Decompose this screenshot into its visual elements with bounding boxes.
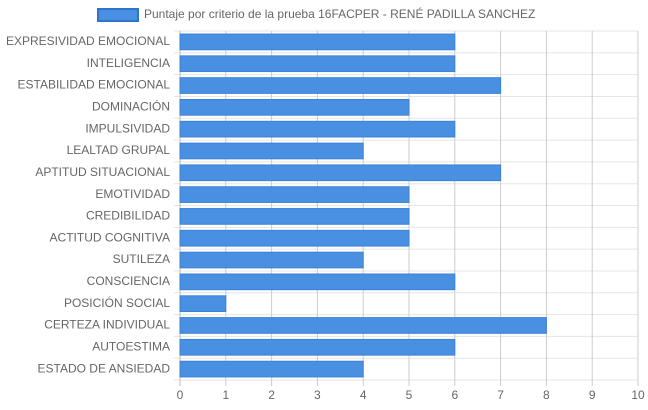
x-tick-label: 5 <box>406 388 413 402</box>
bar <box>179 360 364 378</box>
legend-label: Puntaje por criterio de la prueba 16FACP… <box>144 6 535 21</box>
bar <box>179 120 456 138</box>
bar <box>179 33 456 51</box>
y-tick-label: AUTOESTIMA <box>92 339 170 353</box>
x-tick-label: 0 <box>177 388 184 402</box>
y-tick-label: POSICIÓN SOCIAL <box>64 295 170 310</box>
x-tick-label: 8 <box>543 388 550 402</box>
y-tick-label: LEALTAD GRUPAL <box>67 143 171 157</box>
x-tick-label: 10 <box>631 388 645 402</box>
bar <box>179 186 410 203</box>
bar <box>179 77 502 94</box>
y-tick-label: ACTITUD COGNITIVA <box>50 230 170 244</box>
y-tick-label: SUTILEZA <box>113 252 170 266</box>
bar <box>179 229 410 247</box>
bar <box>179 142 364 160</box>
bar <box>179 98 410 116</box>
bar <box>179 208 410 225</box>
x-tick-label: 9 <box>589 388 596 402</box>
y-tick-label: CONSCIENCIA <box>87 274 170 288</box>
y-tick-label: IMPULSIVIDAD <box>85 121 170 135</box>
x-tick-label: 6 <box>451 388 458 402</box>
bar <box>179 338 456 356</box>
y-tick-label: CREDIBILIDAD <box>86 209 170 223</box>
bar <box>179 273 456 291</box>
x-tick-label: 4 <box>360 388 367 402</box>
y-tick-label: ESTABILIDAD EMOCIONAL <box>18 78 171 92</box>
y-tick-label: ESTADO DE ANSIEDAD <box>38 361 171 375</box>
bar <box>179 317 547 334</box>
bar <box>179 295 227 313</box>
x-tick-label: 7 <box>497 388 504 402</box>
y-tick-label: APTITUD SITUACIONAL <box>35 165 170 179</box>
bar <box>179 251 364 269</box>
x-tick-label: 1 <box>222 388 229 402</box>
x-tick-label: 2 <box>268 388 275 402</box>
x-tick-label: 3 <box>314 388 321 402</box>
y-tick-label: EXPRESIVIDAD EMOCIONAL <box>6 34 170 48</box>
bar <box>179 164 502 182</box>
legend-swatch <box>97 8 139 22</box>
y-tick-label: EMOTIVIDAD <box>95 187 170 201</box>
y-tick-label: INTELIGENCIA <box>87 56 170 70</box>
y-tick-label: DOMINACIÓN <box>92 99 170 114</box>
y-tick-label: CERTEZA INDIVIDUAL <box>44 318 170 332</box>
bar <box>179 55 456 73</box>
